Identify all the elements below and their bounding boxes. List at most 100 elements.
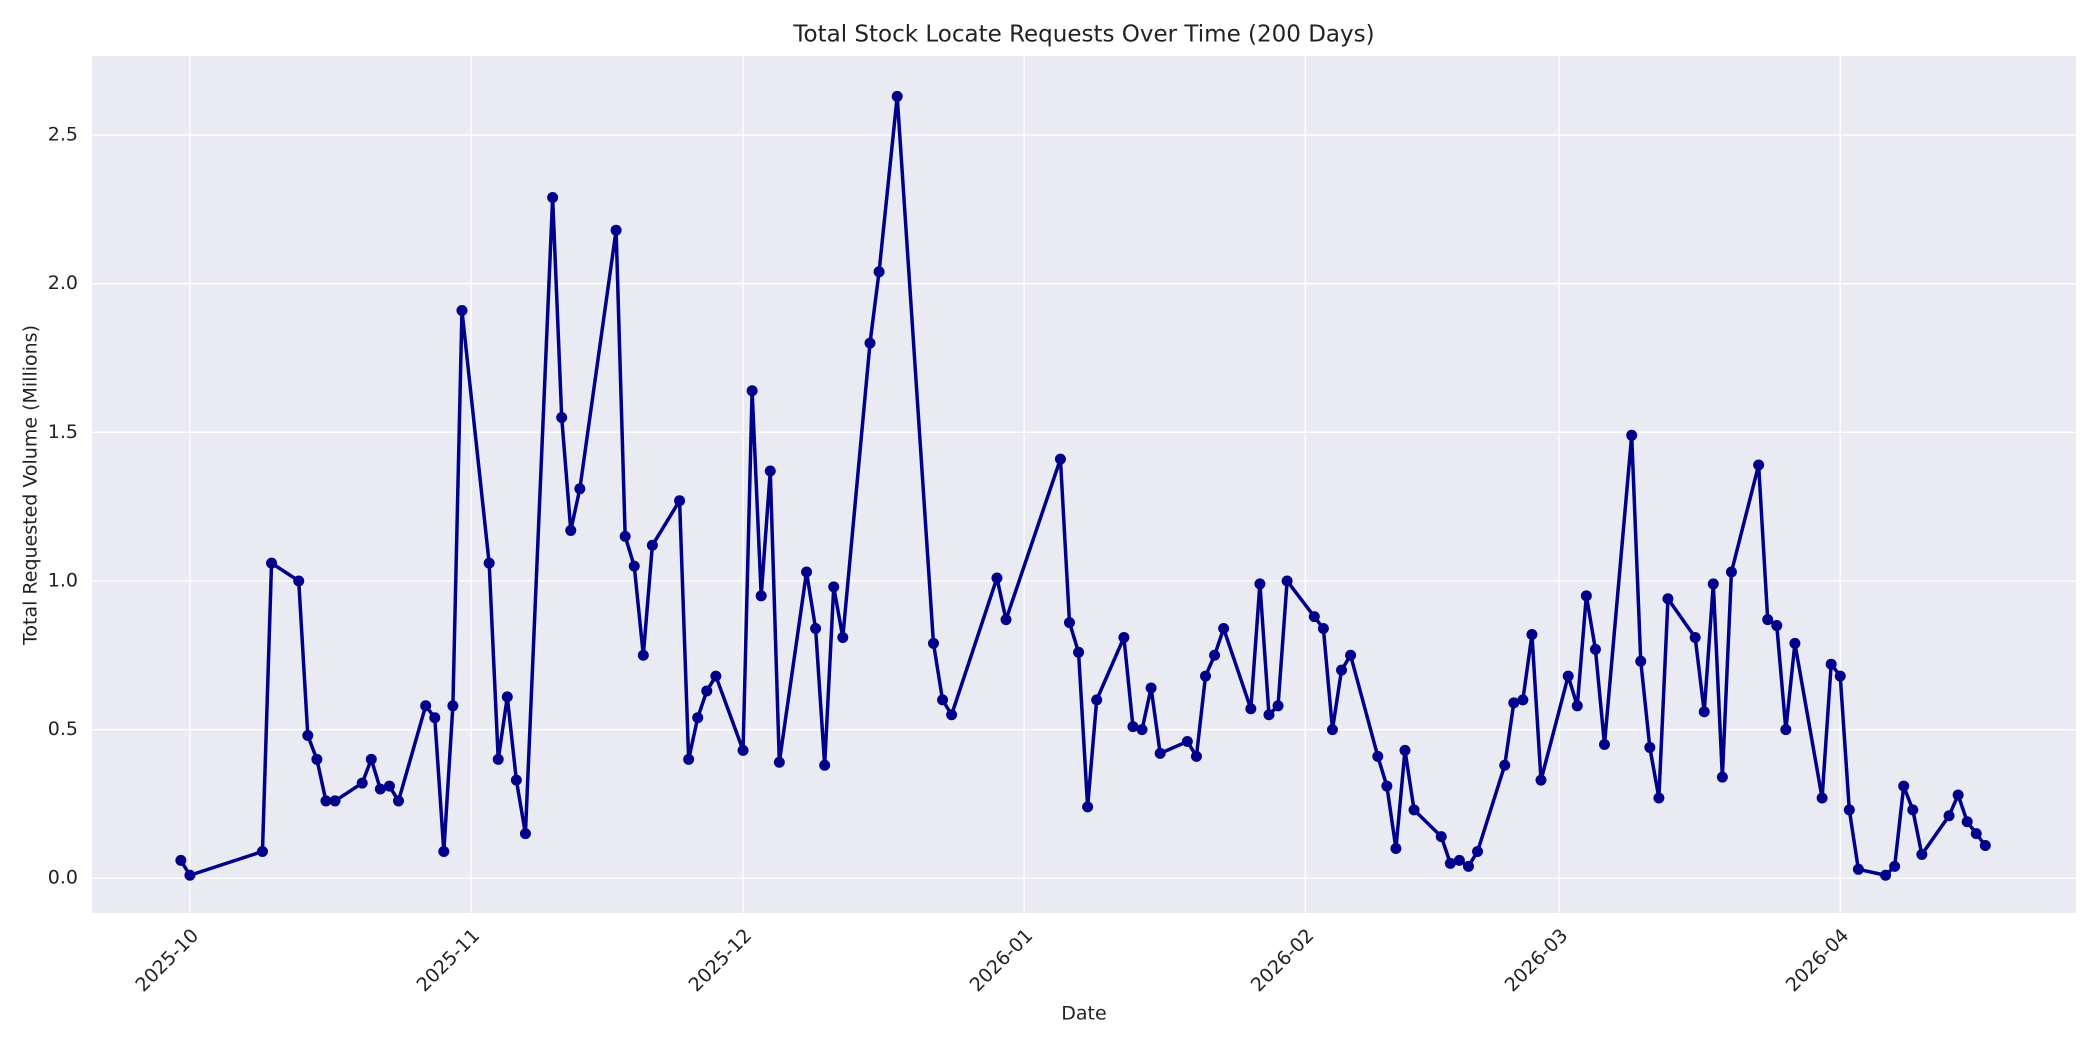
- x-tick-label: 2025-12: [685, 925, 757, 997]
- data-point: [429, 712, 441, 724]
- data-point: [1644, 741, 1656, 753]
- data-point: [556, 411, 568, 423]
- data-point: [1317, 623, 1329, 635]
- data-point: [438, 845, 450, 857]
- data-point: [646, 539, 658, 551]
- data-point: [1725, 566, 1737, 578]
- data-point: [773, 756, 785, 768]
- data-point: [1381, 780, 1393, 792]
- data-point: [1245, 703, 1257, 715]
- data-point: [1200, 670, 1212, 682]
- data-point: [1979, 840, 1991, 852]
- x-tick-label: 2026-03: [1501, 925, 1573, 997]
- data-point: [293, 575, 305, 587]
- data-point: [610, 224, 622, 236]
- data-point: [746, 385, 758, 397]
- data-point: [1127, 721, 1139, 733]
- data-point: [175, 854, 187, 866]
- y-tick-label: 2.5: [48, 124, 78, 146]
- data-point: [927, 637, 939, 649]
- data-point: [1916, 848, 1928, 860]
- data-point: [891, 90, 903, 102]
- y-tick-label: 1.0: [48, 569, 78, 591]
- data-point: [1517, 694, 1529, 706]
- y-axis-label: Total Requested Volume (Millions): [20, 325, 42, 646]
- data-point: [383, 780, 395, 792]
- data-point: [1462, 860, 1474, 872]
- data-point: [1336, 664, 1348, 676]
- y-tick-label: 2.0: [48, 272, 78, 294]
- data-point: [1453, 854, 1465, 866]
- data-point: [1626, 429, 1638, 441]
- data-point: [1399, 744, 1411, 756]
- data-point: [810, 623, 822, 635]
- data-point: [1852, 863, 1864, 875]
- data-point: [1789, 637, 1801, 649]
- data-point: [501, 691, 513, 703]
- data-point: [1263, 709, 1275, 721]
- data-point: [1589, 643, 1601, 655]
- data-point: [991, 572, 1003, 584]
- data-point: [1082, 801, 1094, 813]
- data-point: [1707, 578, 1719, 590]
- data-point: [1753, 459, 1765, 471]
- data-point: [1209, 649, 1221, 661]
- data-point: [1526, 628, 1538, 640]
- data-point: [1091, 694, 1103, 706]
- data-point: [184, 869, 196, 881]
- data-point: [701, 685, 713, 697]
- data-point: [510, 774, 522, 786]
- data-point: [1880, 869, 1892, 881]
- data-point: [1535, 774, 1547, 786]
- data-point: [1662, 593, 1674, 605]
- data-point: [1308, 611, 1320, 623]
- data-point: [1816, 792, 1828, 804]
- data-point: [737, 744, 749, 756]
- data-point: [1154, 747, 1166, 759]
- data-point: [946, 709, 958, 721]
- data-point: [1961, 816, 1973, 828]
- data-point: [266, 557, 278, 569]
- data-point: [1063, 617, 1075, 629]
- data-point: [1254, 578, 1266, 590]
- data-point: [356, 777, 368, 789]
- data-point: [710, 670, 722, 682]
- data-point: [1970, 828, 1982, 840]
- data-point: [311, 753, 323, 765]
- data-point: [1762, 614, 1774, 626]
- data-point: [1435, 831, 1447, 843]
- data-point: [937, 694, 949, 706]
- data-point: [637, 649, 649, 661]
- data-point: [483, 557, 495, 569]
- data-point: [1272, 700, 1284, 712]
- data-point: [1326, 724, 1338, 736]
- data-point: [1118, 631, 1130, 643]
- data-point: [1907, 804, 1919, 816]
- data-point: [574, 483, 586, 495]
- data-point: [519, 828, 531, 840]
- data-point: [365, 753, 377, 765]
- data-point: [1952, 789, 1964, 801]
- data-point: [492, 753, 504, 765]
- data-point: [1372, 750, 1384, 762]
- data-point: [456, 304, 468, 316]
- data-point: [1136, 724, 1148, 736]
- data-point: [1943, 810, 1955, 822]
- data-point: [1190, 750, 1202, 762]
- data-point: [329, 795, 341, 807]
- data-point: [837, 631, 849, 643]
- chart-title: Total Stock Locate Requests Over Time (2…: [792, 22, 1374, 48]
- data-point: [864, 337, 876, 349]
- data-point: [683, 753, 695, 765]
- data-point: [1508, 697, 1520, 709]
- data-point: [1444, 857, 1456, 869]
- data-point: [692, 712, 704, 724]
- data-point: [628, 560, 640, 572]
- data-point: [755, 590, 767, 602]
- data-point: [1054, 453, 1066, 465]
- data-point: [374, 783, 386, 795]
- y-tick-label: 0.5: [48, 718, 78, 740]
- data-point: [1145, 682, 1157, 694]
- data-point: [547, 191, 559, 203]
